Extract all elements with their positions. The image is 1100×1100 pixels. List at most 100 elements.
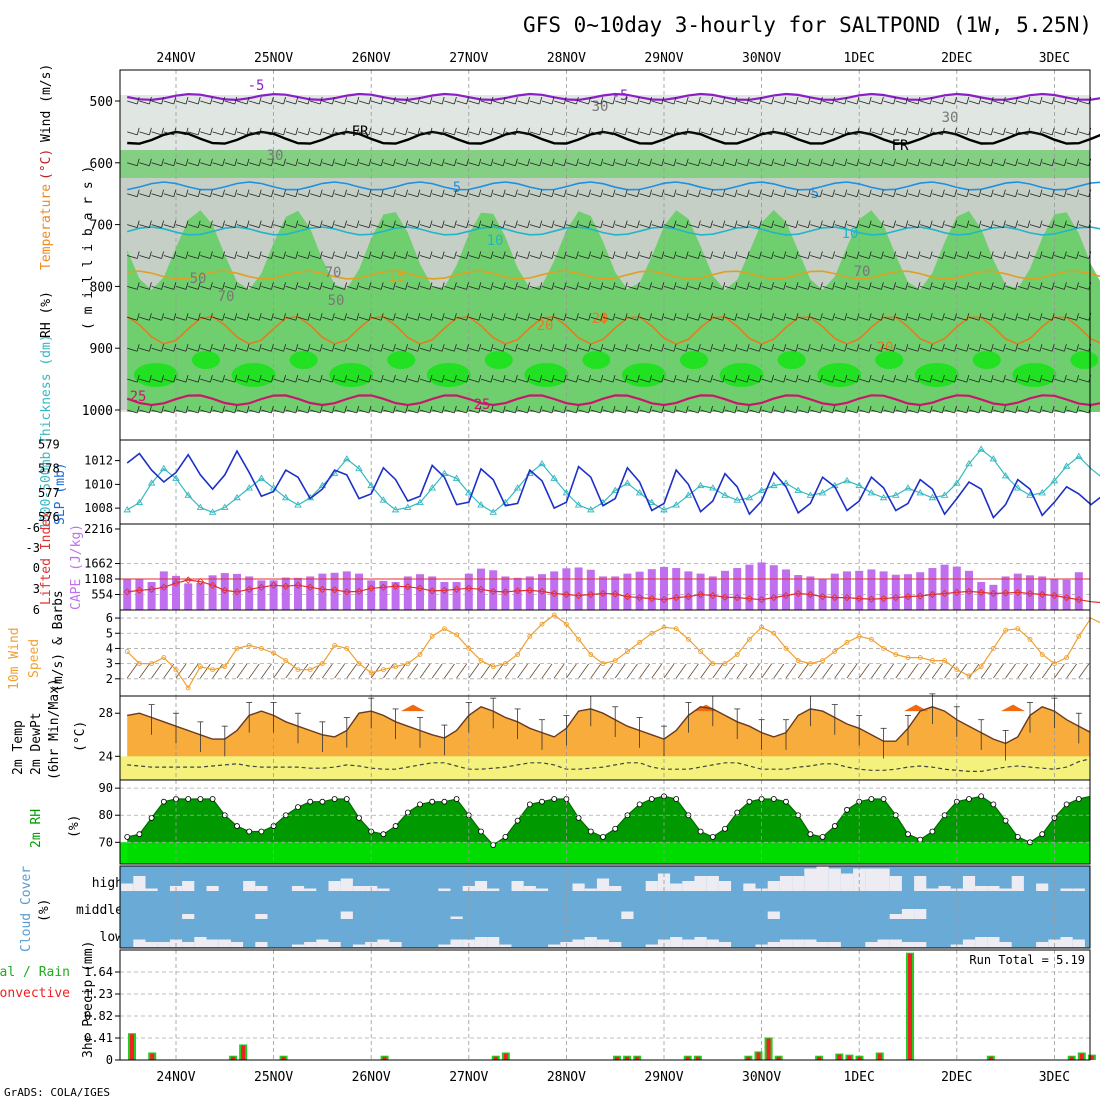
cape-bar — [538, 574, 546, 610]
wind-barb — [480, 347, 492, 352]
wind-barb — [310, 131, 321, 136]
thickness-marker — [1026, 491, 1034, 498]
wind-barb-feather — [161, 96, 164, 105]
wind-barb — [676, 224, 687, 228]
wind-barb-feather — [149, 96, 152, 105]
wind-barb — [712, 162, 723, 167]
thickness-marker — [928, 493, 937, 501]
li-marker — [879, 594, 888, 603]
wind-barb — [968, 131, 980, 136]
wind-barb — [798, 347, 809, 352]
wind10m-marker — [856, 633, 862, 639]
wind-barb — [590, 193, 601, 198]
wind-barb — [188, 316, 199, 321]
wind-barb — [773, 193, 784, 198]
wind-barb-feather — [368, 405, 372, 414]
wind-barb — [578, 316, 589, 321]
wind-barb-feather — [722, 344, 726, 352]
wind-barb — [310, 316, 321, 321]
li-marker — [1050, 591, 1059, 600]
wind-barb — [249, 131, 260, 136]
wind-barb — [956, 162, 967, 167]
precip-conv-bar — [1079, 1053, 1084, 1060]
wind-barb — [212, 286, 223, 290]
wind-barb-feather — [832, 127, 835, 136]
wind-barb-feather — [515, 313, 518, 321]
wind-barb-feather — [917, 189, 921, 197]
wind-barb — [310, 224, 321, 228]
wind-barb-feather — [576, 405, 579, 414]
wind-barb-feather — [588, 344, 591, 352]
wind-barb-feather — [624, 282, 628, 290]
wind-barb-feather — [1039, 189, 1043, 197]
wind-barb-feather — [197, 251, 201, 259]
wind-barb-feather — [856, 127, 860, 136]
wind10m-barb — [590, 663, 602, 679]
wind-barb-feather — [978, 405, 982, 414]
wind-barb-feather — [649, 189, 652, 197]
wind-barb-feather — [527, 374, 530, 383]
wind-barb-feather — [441, 127, 445, 136]
wind-barb-feather — [612, 220, 616, 228]
isotherm — [127, 130, 1100, 145]
cloud-high-bar — [182, 881, 195, 891]
wind-barb — [188, 162, 199, 167]
wind-barb — [627, 378, 638, 383]
wind10m-marker — [210, 667, 216, 673]
li-marker — [965, 587, 973, 596]
rh-marker — [1039, 831, 1046, 838]
wind-barb — [724, 131, 736, 136]
wind-barb — [895, 409, 906, 414]
wind-barb-feather — [685, 374, 689, 383]
wind-barb — [285, 162, 296, 167]
wind-barb-feather — [868, 127, 872, 136]
thickness-marker — [977, 445, 985, 452]
thickness-marker — [538, 459, 546, 467]
wind-barb-feather — [258, 127, 262, 136]
wind-barb — [1066, 131, 1077, 136]
wind-barb — [151, 131, 162, 136]
wind-barb-feather — [734, 282, 738, 290]
wind-barb — [1042, 378, 1053, 383]
isotherm-label: 5 — [811, 186, 819, 202]
wind-barb — [310, 378, 321, 383]
wind-barb — [761, 224, 772, 228]
wind-barb — [651, 224, 662, 228]
wind-barb — [712, 131, 723, 136]
wind-barb — [932, 255, 943, 259]
wind-barb — [505, 162, 516, 167]
cloud-low-bar — [584, 937, 597, 947]
wind-barb-feather — [929, 344, 933, 352]
li-marker — [294, 581, 302, 589]
wind-barb-feather — [1051, 282, 1055, 290]
rh-marker — [880, 796, 887, 802]
wind-barb-feather — [612, 158, 616, 166]
wind-barb-feather — [820, 313, 823, 321]
wind-barb-feather — [795, 405, 799, 414]
wind-barb — [285, 378, 296, 383]
wind-barb — [322, 316, 333, 321]
wind-barb — [395, 286, 406, 290]
wind-barb — [785, 316, 797, 321]
wind-barb — [444, 100, 455, 105]
cloud-high-bar — [694, 876, 707, 891]
cloud-low-bar — [377, 939, 390, 947]
cloud-low-bar — [291, 944, 305, 947]
rh-marker — [490, 842, 497, 848]
wind-barb-feather — [746, 220, 750, 228]
wind-barb-feather — [1051, 405, 1055, 414]
li-marker — [611, 590, 619, 598]
wind-barb — [383, 286, 394, 290]
thickness-marker — [452, 474, 461, 481]
wind10m-marker — [197, 664, 203, 670]
wind-barb-feather — [710, 189, 713, 197]
wind-barb — [846, 378, 858, 383]
wind-barb — [456, 347, 467, 352]
wind10m-barb — [773, 663, 785, 679]
wind-barb-feather — [734, 189, 738, 197]
wind-barb-feather — [600, 158, 604, 166]
wind-barb — [920, 131, 931, 136]
wind-barb — [651, 162, 662, 167]
wind-barb — [310, 193, 321, 198]
